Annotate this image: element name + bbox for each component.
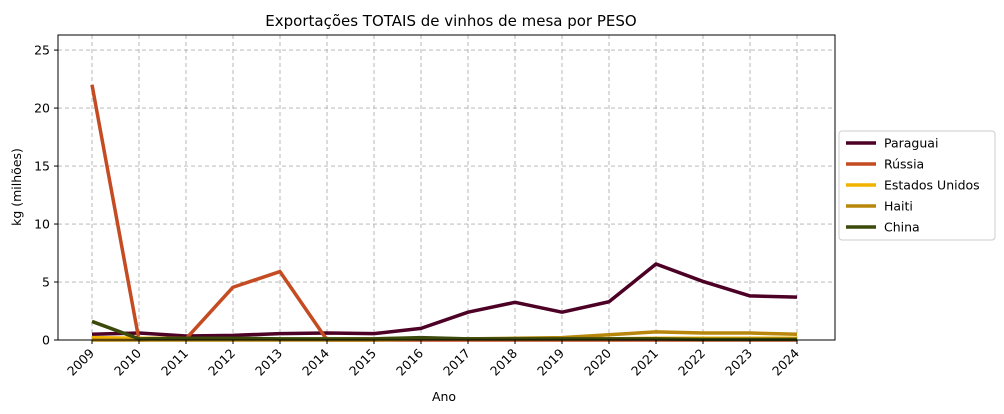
y-tick-label: 0 bbox=[42, 333, 50, 348]
x-tick-label: 2010 bbox=[111, 345, 144, 378]
x-tick-label: 2020 bbox=[581, 345, 614, 378]
x-tick-label: 2015 bbox=[346, 346, 379, 379]
legend-label: Paraguai bbox=[884, 136, 938, 151]
x-tick-label: 2018 bbox=[487, 345, 520, 378]
x-tick-label: 2017 bbox=[440, 346, 473, 379]
x-tick-label: 2016 bbox=[393, 345, 426, 378]
y-tick-label: 5 bbox=[42, 275, 50, 290]
plot-frame bbox=[57, 34, 836, 341]
y-tick-label: 15 bbox=[34, 159, 50, 174]
x-tick-label: 2024 bbox=[769, 345, 802, 378]
x-tick-label: 2019 bbox=[534, 345, 567, 378]
x-tick-label: 2011 bbox=[158, 346, 191, 379]
x-axis-label: Ano bbox=[432, 389, 456, 404]
y-axis-ticks: 0 5 10 15 20 25 bbox=[34, 43, 58, 348]
legend-box bbox=[838, 130, 996, 241]
legend-label: Estados Unidos bbox=[884, 178, 980, 193]
series-line bbox=[91, 319, 797, 342]
x-tick-label: 2021 bbox=[628, 346, 661, 379]
legend-label: Haiti bbox=[884, 199, 913, 214]
y-tick-label: 25 bbox=[34, 43, 50, 58]
legend: Paraguai Rússia Estados Unidos Haiti China bbox=[838, 130, 996, 241]
chart-title: Exportações TOTAIS de vinhos de mesa por… bbox=[265, 12, 636, 30]
x-tick-label: 2022 bbox=[675, 346, 708, 379]
x-tick-label: 2013 bbox=[252, 346, 285, 379]
series-line bbox=[90, 84, 797, 342]
y-tick-label: 20 bbox=[34, 101, 50, 116]
series-lines bbox=[90, 84, 798, 342]
y-axis-label: kg (milhões) bbox=[9, 148, 24, 226]
grid bbox=[58, 35, 835, 341]
x-tick-label: 2023 bbox=[722, 346, 755, 379]
x-tick-label: 2012 bbox=[205, 346, 238, 379]
x-tick-label: 2009 bbox=[64, 345, 97, 378]
legend-label: Rússia bbox=[884, 157, 924, 172]
legend-label: China bbox=[884, 220, 920, 235]
x-tick-label: 2014 bbox=[299, 345, 332, 378]
series-line bbox=[91, 262, 798, 338]
y-tick-label: 10 bbox=[34, 217, 50, 232]
x-axis-ticks: 2009 2010 2011 2012 2013 2014 2015 2016 2017 2018… bbox=[64, 340, 802, 379]
